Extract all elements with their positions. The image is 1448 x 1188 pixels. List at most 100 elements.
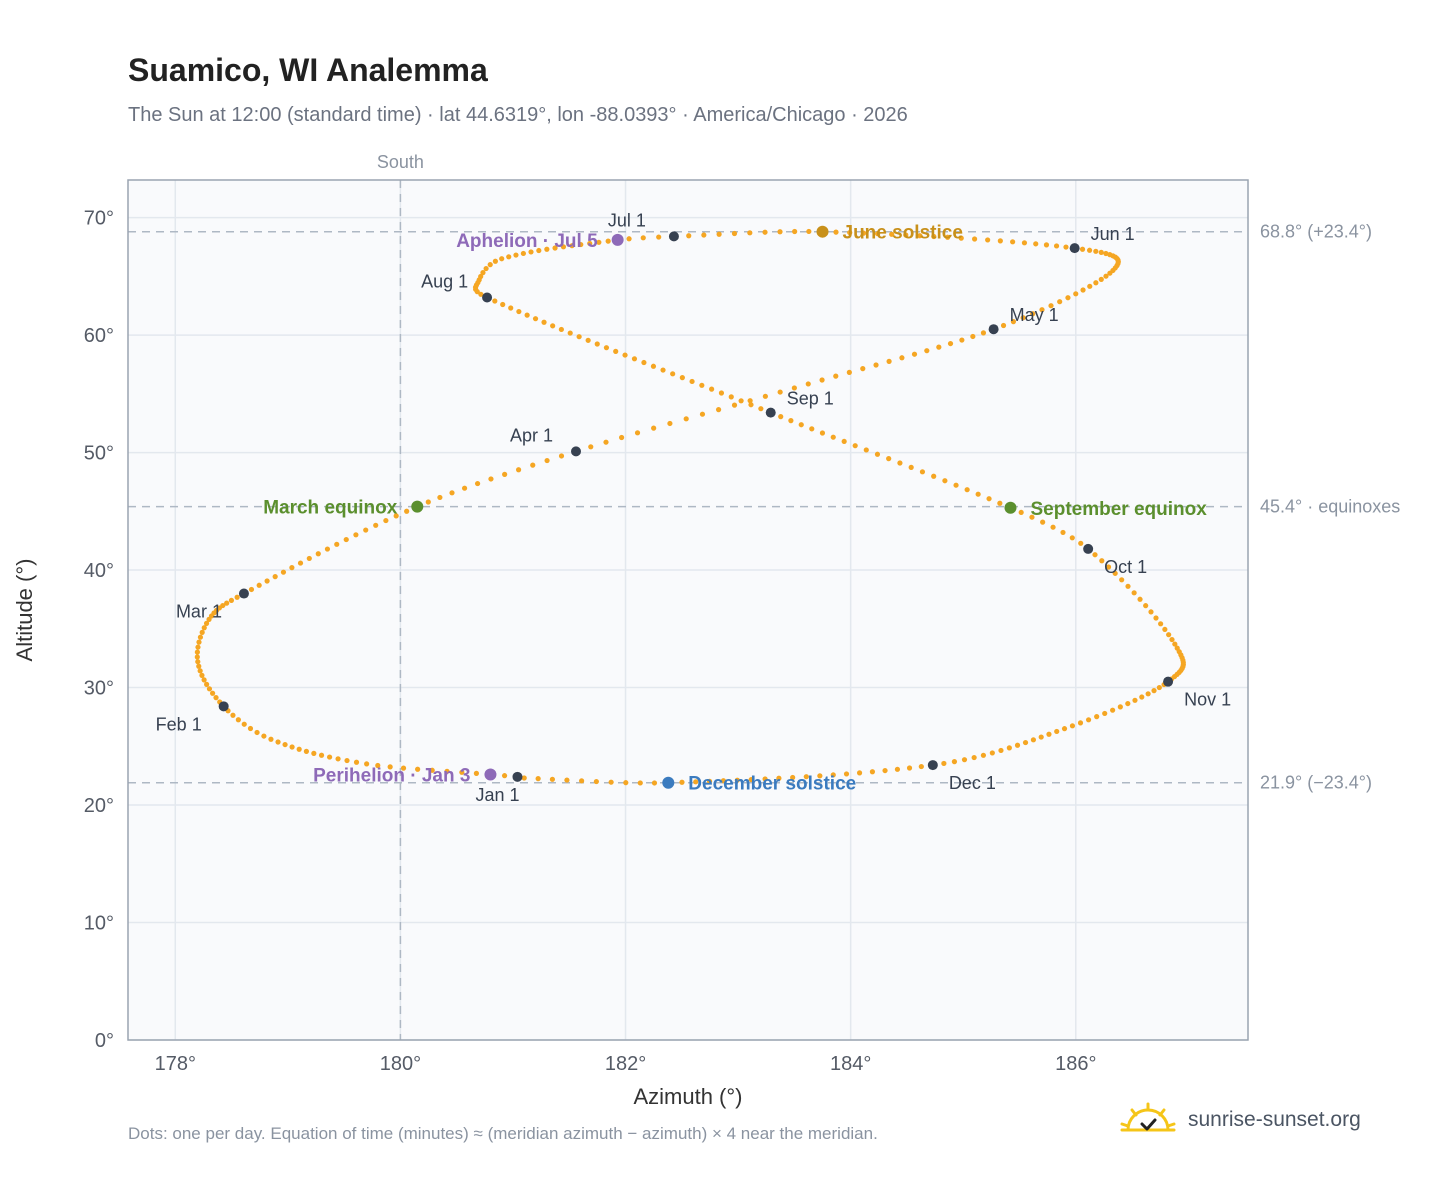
daily-sun-dot (1166, 632, 1172, 638)
daily-sun-dot (1046, 731, 1052, 737)
daily-sun-dot (667, 420, 673, 427)
daily-sun-dot (195, 644, 201, 650)
daily-sun-dot (248, 586, 255, 593)
daily-sun-dot (404, 508, 410, 514)
month-label: Sep 1 (787, 389, 834, 409)
daily-sun-dot (798, 422, 804, 428)
daily-sun-dot (603, 439, 609, 445)
x-tick-label: 178° (155, 1053, 196, 1075)
daily-sun-dot (594, 341, 600, 347)
daily-sun-dot (1132, 697, 1138, 703)
daily-sun-dot (197, 668, 203, 674)
daily-sun-dot (324, 546, 331, 552)
daily-sun-dot (986, 496, 992, 502)
daily-sun-dot (830, 434, 836, 440)
daily-sun-dot (1048, 303, 1054, 309)
daily-sun-dot (918, 763, 924, 770)
event-label: March equinox (263, 498, 398, 519)
daily-sun-dot (1080, 287, 1086, 293)
daily-sun-dot (985, 237, 991, 243)
plot-background (128, 180, 1248, 1040)
daily-sun-dot (220, 602, 226, 609)
daily-sun-dot (660, 367, 666, 373)
daily-sun-dot (718, 390, 725, 396)
daily-sun-dot (942, 478, 948, 484)
daily-sun-dot (1153, 615, 1159, 621)
daily-sun-dot (1010, 319, 1017, 325)
month-marker (988, 324, 999, 335)
daily-sun-dot (541, 319, 547, 325)
daily-sun-dot (886, 358, 892, 364)
daily-sun-dot (363, 527, 369, 533)
daily-sun-dot (1065, 295, 1071, 301)
daily-sun-dot (908, 464, 914, 470)
daily-sun-dot (847, 229, 853, 236)
daily-sun-dot (861, 230, 867, 236)
daily-sun-dot (199, 672, 205, 678)
daily-sun-dot (897, 460, 903, 466)
y-tick-label: 70° (84, 208, 114, 230)
daily-sun-dot (588, 444, 594, 450)
daily-sun-dot (1125, 583, 1131, 589)
daily-sun-dot (869, 769, 876, 775)
daily-sun-dot (701, 232, 707, 238)
daily-sun-dot (792, 228, 798, 235)
daily-sun-dot (843, 771, 850, 777)
daily-sun-dot (1085, 717, 1092, 723)
daily-sun-dot (856, 770, 863, 776)
daily-sun-dot (699, 411, 706, 417)
daily-sun-dot (558, 453, 565, 459)
daily-sun-dot (709, 386, 715, 392)
daily-sun-dot (679, 375, 685, 381)
month-label: Dec 1 (949, 773, 996, 793)
daily-sun-dot (508, 305, 514, 311)
daily-sun-dot (747, 398, 753, 404)
daily-sun-dot (715, 407, 722, 413)
daily-sun-dot (776, 775, 782, 781)
month-marker (571, 446, 581, 457)
daily-sun-dot (1125, 700, 1131, 707)
daily-sun-dot (997, 238, 1003, 244)
daily-sun-dot (623, 780, 629, 786)
month-label: Apr 1 (510, 425, 553, 445)
footnote: Dots: one per day. Equation of time (min… (128, 1124, 878, 1143)
chart-title: Suamico, WI Analemma (128, 52, 488, 88)
daily-sun-dot (344, 757, 350, 764)
daily-sun-dot (437, 494, 443, 501)
daily-sun-dot (874, 451, 881, 457)
daily-sun-dot (593, 778, 599, 785)
daily-sun-dot (1053, 243, 1060, 249)
daily-sun-dot (596, 239, 602, 245)
daily-sun-dot (1033, 241, 1039, 247)
daily-sun-dot (819, 377, 825, 383)
brand[interactable]: sunrise-sunset.org (1120, 1102, 1361, 1138)
y-tick-label: 0° (95, 1030, 114, 1052)
daily-sun-dot (1022, 739, 1029, 746)
daily-sun-dot (209, 690, 216, 696)
daily-sun-dot (544, 246, 550, 252)
month-marker (218, 701, 229, 712)
month-marker (765, 407, 776, 418)
daily-sun-dot (449, 490, 455, 496)
y-tick-label: 60° (84, 325, 114, 347)
daily-sun-dot (605, 238, 611, 244)
daily-sun-dot (515, 467, 522, 473)
daily-sun-dot (1057, 299, 1063, 305)
y-tick-label: 50° (84, 443, 114, 465)
daily-sun-dot (1098, 249, 1104, 255)
daily-sun-dot (488, 476, 494, 482)
daily-sun-dot (637, 780, 643, 786)
daily-sun-dot (809, 426, 815, 432)
daily-sun-dot (805, 381, 811, 387)
daily-sun-dot (1086, 247, 1093, 253)
event-label: Aphelion · Jul 5 (456, 231, 598, 252)
event-marker (1004, 501, 1017, 514)
daily-sun-dot (699, 382, 705, 388)
daily-sun-dot (1092, 552, 1098, 558)
daily-sun-dot (640, 235, 646, 241)
daily-sun-dot (487, 262, 493, 268)
daily-sun-dot (670, 371, 676, 377)
daily-sun-dot (958, 235, 964, 241)
daily-sun-dot (1112, 570, 1118, 576)
